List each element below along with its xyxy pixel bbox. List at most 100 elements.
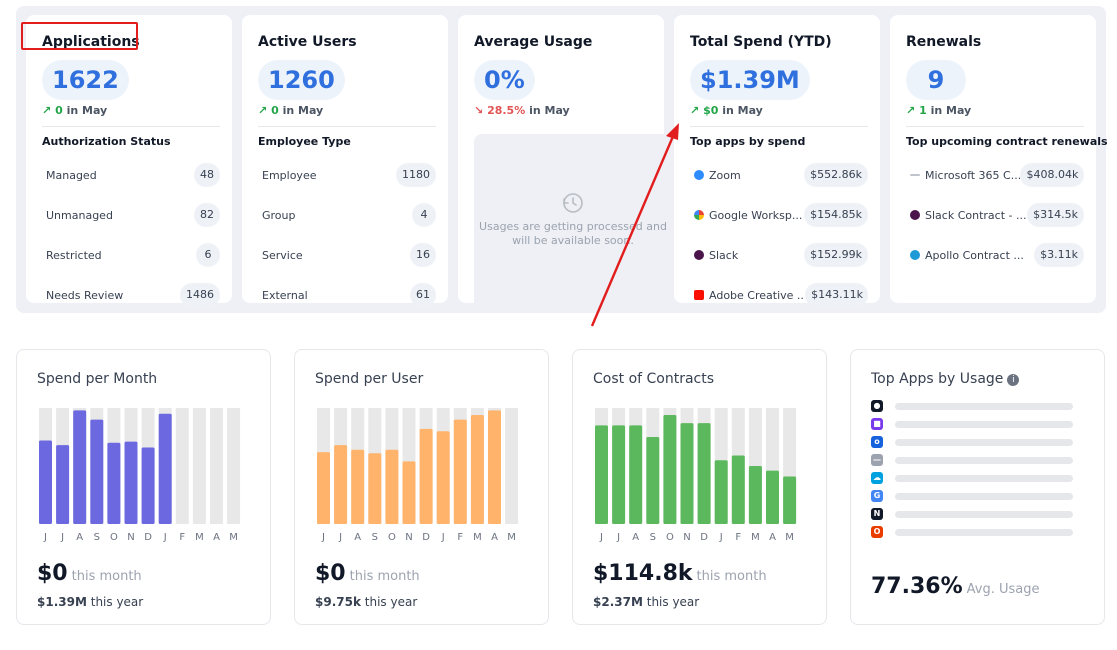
list-item[interactable]: Microsoft 365 C... $408.04k — [906, 155, 1084, 195]
applications-card[interactable]: Applications 1622 ↗ 0 in May Authorizati… — [26, 15, 232, 307]
chart-bar[interactable] — [766, 470, 779, 524]
row-label: Unmanaged — [46, 208, 113, 222]
list-item[interactable]: Group 4 — [258, 195, 436, 235]
chart-bar[interactable] — [90, 419, 104, 524]
chart-bar[interactable] — [419, 428, 433, 524]
chart-bar[interactable] — [351, 449, 365, 524]
chart-bar[interactable] — [436, 431, 450, 524]
chart-bar[interactable] — [748, 466, 762, 524]
chart-bar[interactable] — [470, 414, 484, 524]
chart-bar[interactable] — [646, 437, 660, 524]
row-label: Google Worksp... — [709, 208, 803, 222]
list-item[interactable]: Zoom $552.86k — [690, 155, 868, 195]
list-item[interactable]: Needs Review 1486 — [42, 275, 220, 315]
list-item[interactable]: Managed 48 — [42, 155, 220, 195]
usage-row[interactable]: G — [871, 489, 1073, 503]
list-item[interactable]: Adobe Creative ... $143.11k — [690, 275, 868, 315]
chart-bar[interactable] — [629, 425, 643, 524]
history-icon — [563, 193, 583, 213]
usage-row[interactable]: ■ — [871, 417, 1073, 431]
chart-bar[interactable] — [595, 425, 608, 524]
trend-up-icon: ↗ — [42, 104, 52, 117]
year-value: $2.37M — [593, 595, 643, 609]
list-item[interactable]: Apollo Contract ... $3.11k — [906, 235, 1084, 275]
slack-icon — [694, 250, 704, 260]
okta-icon: o — [871, 436, 883, 448]
chart-bar[interactable] — [317, 452, 330, 524]
chart-bar[interactable] — [731, 455, 745, 524]
chart-bar[interactable] — [663, 414, 677, 524]
divider — [42, 126, 220, 127]
active-users-card[interactable]: Active Users 1260 ↗ 0 in May Employee Ty… — [242, 15, 448, 307]
bar-track — [227, 408, 241, 524]
list-item[interactable]: Google Worksp... $154.85k — [690, 195, 868, 235]
x-tick-label: J — [338, 532, 342, 543]
chart-bar[interactable] — [107, 442, 121, 524]
list-item[interactable]: Unmanaged 82 — [42, 195, 220, 235]
list-item[interactable]: Restricted 6 — [42, 235, 220, 275]
x-tick-label: D — [422, 532, 430, 543]
row-label: Service — [262, 248, 303, 262]
month-label: this month — [696, 569, 767, 584]
chart-bar[interactable] — [453, 419, 467, 524]
total-spend-card[interactable]: Total Spend (YTD) $1.39M ↗ $0 in May Top… — [674, 15, 880, 307]
x-tick-label: J — [60, 532, 64, 543]
row-label: Apollo Contract ... — [925, 248, 1024, 262]
usage-row[interactable]: — — [871, 453, 1073, 467]
chart-bar[interactable] — [39, 440, 52, 524]
list-item[interactable]: Service 16 — [258, 235, 436, 275]
google-icon — [694, 210, 704, 220]
employee-type-list: Employee 1180 Group 4 Service 16 External 61 — [258, 155, 436, 315]
card-title: Total Spend (YTD) — [690, 34, 832, 50]
usage-row[interactable]: N — [871, 507, 1073, 521]
chart-bar[interactable] — [488, 410, 501, 524]
info-icon[interactable]: i — [1007, 374, 1020, 386]
row-label: Microsoft 365 C... — [925, 168, 1021, 182]
average-usage-card[interactable]: Average Usage 0% ↘ 28.5% in May Usages a… — [458, 15, 672, 312]
adobe-icon — [694, 290, 704, 300]
x-tick-label: A — [213, 532, 220, 543]
chart-bar[interactable] — [680, 423, 694, 524]
chart-bar[interactable] — [56, 445, 70, 524]
chart-bar[interactable] — [158, 413, 172, 524]
chart-bar[interactable] — [714, 460, 728, 524]
list-item[interactable]: Employee 1180 — [258, 155, 436, 195]
renewals-card[interactable]: Renewals 9 ↗ 1 in May Top upcoming contr… — [890, 15, 1108, 303]
chart-bar[interactable] — [141, 447, 155, 524]
month-label: this month — [349, 569, 420, 584]
usage-row[interactable]: ☁ — [871, 471, 1073, 485]
chart-bar[interactable] — [385, 449, 399, 524]
list-item[interactable]: Slack $152.99k — [690, 235, 868, 275]
chart-bar[interactable] — [368, 453, 382, 524]
chart-bar[interactable] — [402, 461, 416, 524]
chart-bar[interactable] — [73, 410, 87, 524]
chart-bar[interactable] — [124, 441, 138, 524]
top-apps-by-usage-card[interactable]: Top Apps by Usage i ● ■ o — ☁ G N O 77.36% Avg. U… — [850, 349, 1105, 625]
chart-bar[interactable] — [697, 423, 711, 524]
chart-bar[interactable] — [334, 445, 348, 524]
bar-track — [175, 408, 189, 524]
month-value: $0 — [37, 561, 68, 586]
top-spend-list: Zoom $552.86k Google Worksp... $154.85k Sl… — [690, 155, 868, 315]
x-tick-label: J — [321, 532, 325, 543]
chart-bar[interactable] — [783, 476, 797, 524]
trend-up-icon: ↗ — [906, 104, 916, 117]
chart-bar[interactable] — [612, 425, 626, 524]
row-count: 48 — [194, 163, 220, 187]
usage-row[interactable]: O — [871, 525, 1073, 539]
usage-row[interactable]: o — [871, 435, 1073, 449]
x-tick-label: A — [491, 532, 498, 543]
x-tick-label: M — [785, 532, 794, 543]
usage-row[interactable]: ● — [871, 399, 1073, 413]
x-tick-label: M — [229, 532, 238, 543]
trend-value: 0 — [55, 104, 63, 117]
row-amount: $408.04k — [1020, 163, 1084, 187]
list-item[interactable]: Slack Contract - ... $314.5k — [906, 195, 1084, 235]
trend: ↗ 0 in May — [42, 102, 220, 120]
trend-suffix: in May — [930, 104, 972, 117]
trend-value: 0 — [271, 104, 279, 117]
list-item[interactable]: External 61 — [258, 275, 436, 315]
